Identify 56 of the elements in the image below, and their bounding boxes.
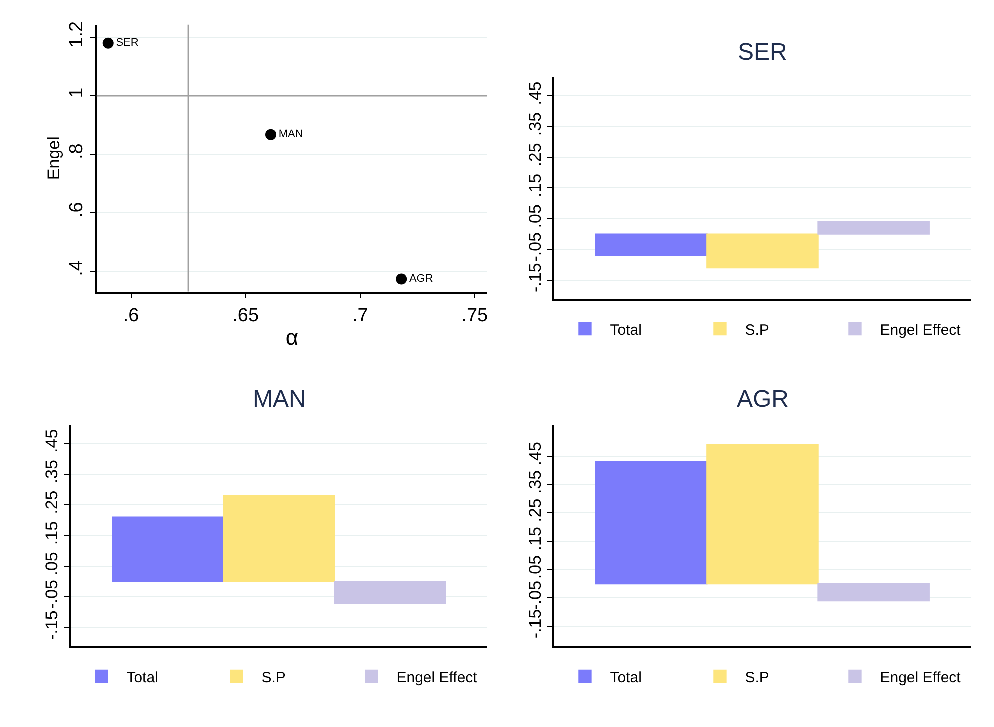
point <box>396 274 408 285</box>
y-axis-title: Engel <box>44 136 64 180</box>
y-tick-label: .15 <box>526 527 545 551</box>
y-tick-label: .25 <box>526 498 545 522</box>
legend-label: S.P <box>262 669 286 686</box>
legend-label: Total <box>126 669 158 686</box>
x-tick-label: .6 <box>123 305 140 326</box>
x-tick-label: .65 <box>232 305 260 326</box>
legend-label: S.P <box>745 322 770 339</box>
legend-label: Engel Effect <box>880 322 962 339</box>
y-tick-label: .8 <box>66 144 88 160</box>
bar <box>818 583 930 602</box>
y-tick-label: -.05 <box>526 232 545 262</box>
y-tick-label: .45 <box>526 442 545 466</box>
y-tick-label: .6 <box>66 202 88 218</box>
bar <box>706 444 819 585</box>
series-label: AGR <box>409 272 434 285</box>
y-tick-label: 1 <box>66 88 88 98</box>
legend-label: Engel Effect <box>396 669 478 686</box>
y-tick-label: .35 <box>42 460 62 484</box>
y-tick-label: .15 <box>42 521 62 546</box>
x-axis-title: α <box>286 324 299 350</box>
y-tick-label: .45 <box>42 429 62 453</box>
y-tick-label: 1.2 <box>66 21 88 48</box>
chart-title: MAN <box>253 386 306 413</box>
legend-label: S.P <box>745 669 770 686</box>
point <box>102 38 114 49</box>
y-tick-label: .35 <box>526 470 545 494</box>
chart-title: AGR <box>737 386 790 413</box>
y-tick-label: -.15 <box>42 610 62 640</box>
series-label: SER <box>116 37 139 50</box>
y-tick-label: -.15 <box>526 609 545 639</box>
y-tick-label: .15 <box>526 174 545 198</box>
bar <box>334 581 446 604</box>
series-label: MAN <box>278 128 304 141</box>
y-tick-label: -.05 <box>526 580 545 610</box>
x-tick-label: .75 <box>462 305 488 326</box>
y-tick-label: .35 <box>526 112 545 136</box>
legend-label: Total <box>610 669 642 686</box>
bar <box>596 462 708 585</box>
y-tick-label: .25 <box>42 490 62 514</box>
point <box>266 129 277 140</box>
y-tick-label: .25 <box>526 143 545 167</box>
y-tick-label: -.15 <box>526 263 545 292</box>
x-tick-label: .7 <box>352 305 368 326</box>
y-tick-label: .05 <box>526 555 545 580</box>
y-tick-label: .05 <box>42 552 62 576</box>
chart-title: SER <box>738 39 788 66</box>
y-tick-label: .4 <box>66 260 88 276</box>
legend-label: Engel Effect <box>880 669 962 686</box>
bar <box>223 495 336 582</box>
y-tick-label: .45 <box>526 82 545 106</box>
legend-label: Total <box>610 322 642 339</box>
y-tick-label: -.05 <box>42 580 62 610</box>
y-tick-label: .05 <box>526 204 545 228</box>
bar <box>112 516 224 582</box>
